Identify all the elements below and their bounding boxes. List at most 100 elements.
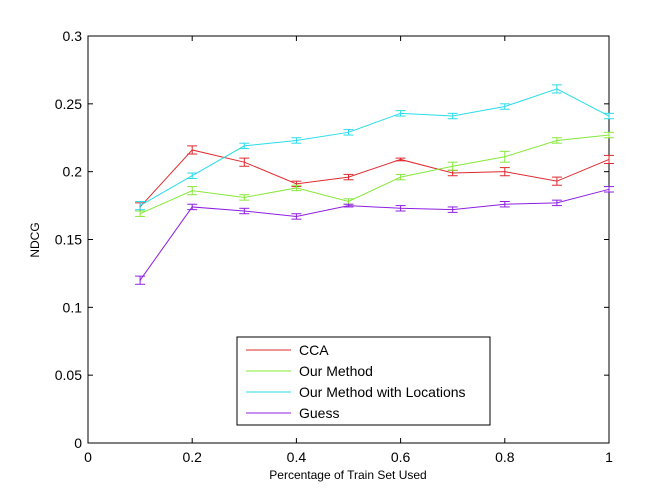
error-bar — [499, 150, 510, 163]
data-point — [452, 165, 454, 167]
y-tick-label: 0.15 — [55, 232, 82, 248]
legend-items: CCA Our Method Our Method with Locations Gu… — [246, 342, 466, 421]
data-point — [400, 158, 402, 161]
data-point — [139, 213, 141, 215]
series-line — [139, 188, 610, 281]
error-bar — [343, 173, 354, 181]
data-point — [191, 175, 193, 177]
data-point — [608, 158, 610, 161]
error-bar — [395, 173, 406, 181]
y-tick-label: 0.1 — [63, 299, 83, 315]
error-bar — [239, 142, 250, 150]
error-bar — [499, 201, 510, 208]
tick-layer: 0 0.2 0.4 0.6 0.8 1 0 0.05 0.1 0.15 0.2 0.25 0.3 — [55, 28, 613, 465]
data-point — [243, 145, 245, 147]
data-point — [347, 204, 350, 207]
error-bar — [187, 172, 198, 179]
data-point — [139, 279, 141, 281]
error-bar — [499, 103, 510, 110]
error-bar — [447, 161, 458, 171]
error-bar — [187, 203, 198, 211]
data-point — [452, 209, 454, 211]
error-bar — [187, 145, 198, 155]
data-point — [400, 112, 402, 114]
data-point — [608, 134, 610, 136]
error-bar — [395, 157, 406, 162]
legend-box — [236, 336, 491, 426]
legend-label: Guess — [299, 405, 339, 421]
data-point — [400, 176, 402, 178]
data-point — [347, 176, 350, 178]
x-tick-label: 0.2 — [182, 449, 202, 465]
data-point — [608, 188, 610, 190]
error-bar — [343, 129, 354, 136]
data-point — [608, 115, 610, 117]
data-point — [347, 200, 350, 203]
legend-entry: Our Method with Locations — [246, 384, 466, 400]
data-point — [556, 88, 558, 90]
y-tick-label: 0.05 — [55, 367, 82, 383]
data-point — [243, 161, 245, 163]
error-bar — [604, 186, 614, 193]
data-point — [556, 180, 558, 182]
data-point — [295, 187, 297, 189]
error-bar — [551, 199, 562, 207]
error-bar — [291, 184, 302, 192]
y-tick-label: 0 — [74, 435, 82, 451]
x-tick-label: 0.8 — [495, 449, 515, 465]
data-point — [295, 183, 297, 185]
y-tick-label: 0.25 — [55, 96, 82, 112]
error-bar — [135, 201, 146, 211]
legend-entry: Our Method — [246, 363, 373, 379]
data-point — [191, 206, 193, 208]
y-tick-label: 0.3 — [63, 28, 83, 44]
data-point — [556, 139, 558, 142]
data-point — [243, 210, 245, 212]
error-bar — [135, 275, 146, 285]
data-point — [191, 190, 193, 192]
x-axis-label: Percentage of Train Set Used — [269, 468, 426, 482]
data-point — [556, 202, 558, 204]
error-bar — [604, 131, 614, 139]
data-point — [452, 115, 454, 117]
data-point — [295, 139, 297, 142]
error-bar — [291, 213, 302, 220]
series-our-method — [135, 131, 614, 217]
error-bar — [187, 186, 198, 196]
series-guess — [135, 186, 614, 285]
x-tick-label: 0.4 — [287, 449, 307, 465]
error-bar — [447, 206, 458, 213]
error-bar — [291, 137, 302, 144]
legend-label: Our Method — [299, 363, 373, 379]
data-point — [504, 171, 506, 173]
error-bar — [604, 112, 614, 120]
series-line — [139, 88, 610, 207]
legend-label: Our Method with Locations — [299, 384, 466, 400]
data-point — [504, 156, 506, 158]
data-point — [139, 204, 141, 207]
legend-entry: CCA — [246, 342, 329, 358]
data-point — [452, 172, 454, 174]
data-point — [295, 215, 297, 218]
error-bar — [551, 176, 562, 186]
data-point — [191, 149, 193, 151]
error-bar — [604, 154, 614, 165]
y-axis-label: NDCG — [28, 222, 42, 257]
error-bar — [239, 157, 250, 167]
data-point — [504, 105, 506, 108]
error-bar — [239, 194, 250, 201]
legend-entry: Guess — [246, 405, 339, 421]
series-layer — [135, 84, 614, 285]
error-bar — [395, 205, 406, 212]
data-point — [347, 131, 350, 133]
series-line — [139, 134, 610, 215]
legend-label: CCA — [299, 342, 329, 358]
error-bar — [343, 203, 354, 208]
error-bar — [395, 110, 406, 117]
error-bar — [499, 167, 510, 177]
error-bar — [135, 210, 146, 217]
error-bar — [551, 137, 562, 144]
legend: CCA Our Method Our Method with Locations Gu… — [236, 336, 491, 426]
